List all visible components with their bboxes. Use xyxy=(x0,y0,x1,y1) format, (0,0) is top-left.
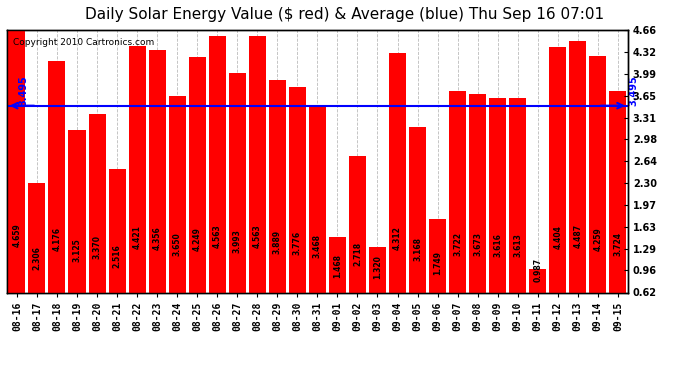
Bar xyxy=(389,53,406,292)
Text: 3.125: 3.125 xyxy=(72,238,81,262)
Bar xyxy=(168,96,186,292)
Text: 3.993: 3.993 xyxy=(233,229,241,253)
Text: 3.650: 3.650 xyxy=(172,233,181,256)
Bar xyxy=(188,57,206,292)
Text: 4.563: 4.563 xyxy=(213,224,221,248)
Text: 4.487: 4.487 xyxy=(573,224,582,248)
Text: 4.312: 4.312 xyxy=(393,226,402,250)
Text: 1.320: 1.320 xyxy=(373,255,382,279)
Bar xyxy=(349,156,366,292)
Text: 3.468: 3.468 xyxy=(313,234,322,258)
Bar xyxy=(469,94,486,292)
Bar xyxy=(429,219,446,292)
Bar xyxy=(269,80,286,292)
Text: 3.616: 3.616 xyxy=(493,233,502,257)
Bar xyxy=(68,130,86,292)
Bar xyxy=(148,50,166,292)
Bar xyxy=(589,56,607,292)
Text: 4.176: 4.176 xyxy=(52,227,61,251)
Bar xyxy=(529,268,546,292)
Text: 4.356: 4.356 xyxy=(152,226,161,250)
Text: 4.659: 4.659 xyxy=(12,223,21,247)
Bar xyxy=(509,98,526,292)
Text: 3.776: 3.776 xyxy=(293,231,302,255)
Bar xyxy=(489,98,506,292)
Text: 3.673: 3.673 xyxy=(473,232,482,256)
Bar xyxy=(409,127,426,292)
Text: 3.370: 3.370 xyxy=(92,235,101,259)
Text: 3.613: 3.613 xyxy=(513,233,522,257)
Text: 1.749: 1.749 xyxy=(433,251,442,275)
Bar xyxy=(108,169,126,292)
Text: 4.404: 4.404 xyxy=(553,225,562,249)
Text: 1.468: 1.468 xyxy=(333,254,342,278)
Bar xyxy=(208,36,226,292)
Bar xyxy=(449,91,466,292)
Text: 3.889: 3.889 xyxy=(273,230,282,254)
Bar xyxy=(549,46,566,292)
Text: 4.249: 4.249 xyxy=(193,227,201,251)
Text: 2.516: 2.516 xyxy=(112,244,121,267)
Bar xyxy=(249,36,266,292)
Text: 2.306: 2.306 xyxy=(32,246,41,270)
Bar xyxy=(369,247,386,292)
Bar xyxy=(329,237,346,292)
Text: 4.259: 4.259 xyxy=(593,227,602,251)
Bar xyxy=(569,41,586,292)
Text: Copyright 2010 Cartronics.com: Copyright 2010 Cartronics.com xyxy=(13,38,155,47)
Bar xyxy=(48,62,66,292)
Bar xyxy=(309,108,326,292)
Bar xyxy=(88,114,106,292)
Text: 0.987: 0.987 xyxy=(533,258,542,282)
Bar xyxy=(229,74,246,292)
Text: 3.168: 3.168 xyxy=(413,237,422,261)
Bar xyxy=(609,91,627,292)
Text: 4.563: 4.563 xyxy=(253,224,262,248)
Text: 3.722: 3.722 xyxy=(453,232,462,256)
Text: 4.421: 4.421 xyxy=(132,225,141,249)
Text: Daily Solar Energy Value ($ red) & Average (blue) Thu Sep 16 07:01: Daily Solar Energy Value ($ red) & Avera… xyxy=(86,8,604,22)
Bar xyxy=(128,45,146,292)
Bar xyxy=(8,30,26,292)
Text: 3.495: 3.495 xyxy=(18,75,28,106)
Text: 3.495: 3.495 xyxy=(628,75,638,106)
Bar xyxy=(28,183,46,292)
Bar xyxy=(289,87,306,292)
Text: 2.718: 2.718 xyxy=(353,242,362,266)
Text: 3.724: 3.724 xyxy=(613,232,622,256)
